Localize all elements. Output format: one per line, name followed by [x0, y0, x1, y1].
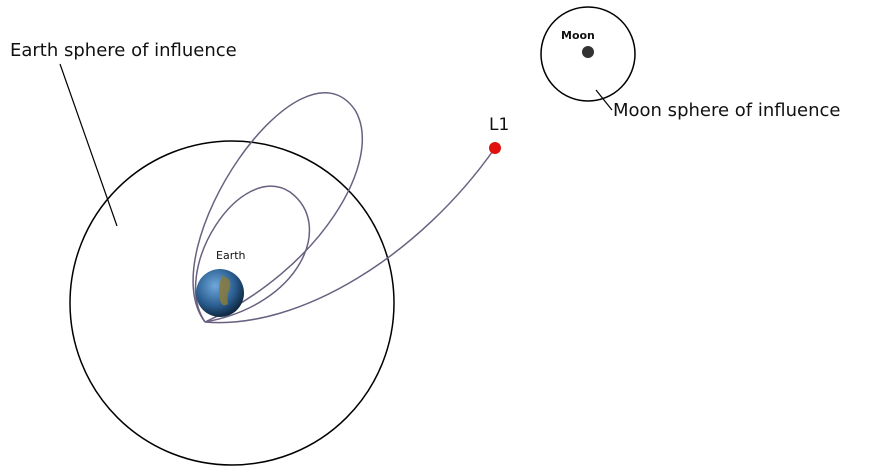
moon-soi-label: Moon sphere of influence [613, 100, 840, 121]
earth-soi-label: Earth sphere of influence [10, 40, 237, 61]
orbit-small [194, 185, 311, 323]
earth-label: Earth [216, 249, 246, 262]
l1-label: L1 [489, 115, 509, 135]
leader-line [595, 89, 613, 111]
moon-sphere [540, 6, 636, 102]
l1-point [489, 142, 501, 154]
transfer-trajectory [204, 147, 496, 324]
earth-sphere [69, 140, 395, 466]
leader-line [59, 63, 118, 227]
earth-land [218, 276, 231, 306]
moon-label: Moon [561, 29, 595, 42]
moon [582, 46, 594, 58]
